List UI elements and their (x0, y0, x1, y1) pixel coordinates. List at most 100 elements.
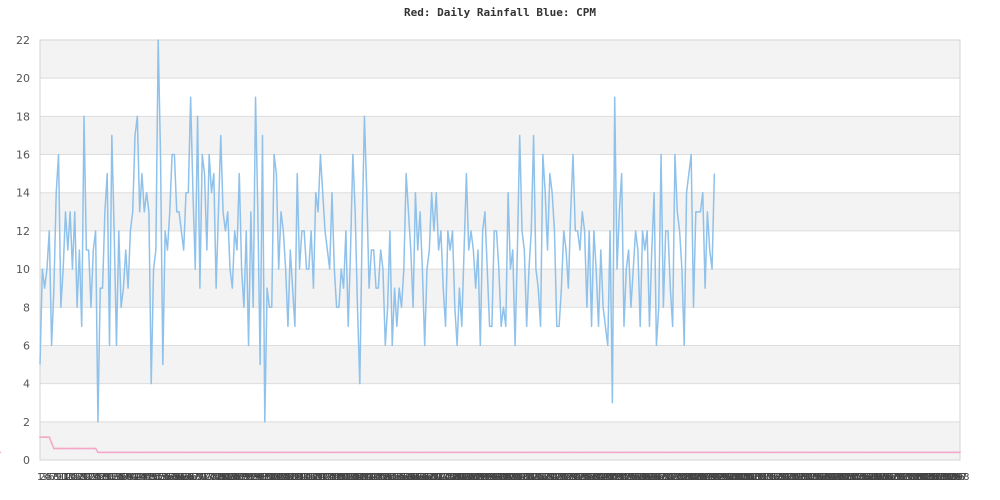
data-point-rainfall (127, 451, 129, 454)
x-tick-label: 270 (654, 472, 673, 483)
data-point-rainfall (796, 451, 799, 454)
x-tick-label: 205 (503, 472, 522, 483)
x-tick-label: 328 (788, 472, 807, 483)
data-point-rainfall (562, 451, 565, 454)
data-point-rainfall (375, 451, 377, 454)
x-tick-label: 179 (443, 472, 462, 483)
y-tick-label: 6 (23, 339, 30, 352)
x-tick-label: 27 (94, 472, 107, 483)
x-tick-label: 260 (631, 472, 650, 483)
x-tick-label: 368 (881, 472, 900, 483)
data-point-rainfall (509, 451, 512, 454)
x-tick-label: 166 (413, 472, 432, 483)
x-tick-label: 135 (341, 472, 360, 483)
data-point-rainfall (850, 451, 852, 454)
x-tick-label: 277 (670, 472, 689, 483)
y-tick-label: 14 (16, 187, 30, 200)
chart-title: Red: Daily Rainfall Blue: CPM (403, 6, 597, 19)
data-point-rainfall (880, 451, 883, 454)
data-point-rainfall (363, 451, 366, 454)
data-point-rainfall (456, 451, 459, 454)
x-tick-label: 34 (110, 472, 123, 483)
x-tick-label: 349 (837, 472, 856, 483)
x-tick-label: 91 (242, 472, 255, 483)
x-tick-label: 273 (661, 472, 680, 483)
x-tick-label: 26 (92, 472, 105, 483)
data-point-rainfall (57, 447, 60, 450)
data-point-rainfall (947, 451, 950, 454)
y-tick-label: 16 (16, 149, 30, 162)
x-tick-label: 293 (707, 472, 726, 483)
x-tick-label: 149 (373, 472, 392, 483)
x-tick-label: 378 (904, 472, 923, 483)
data-point-rainfall (148, 451, 150, 454)
data-point-rainfall (648, 451, 651, 454)
data-point-rainfall (300, 451, 303, 454)
y-tick-label: 10 (16, 263, 30, 276)
data-point-rainfall (537, 451, 540, 454)
data-point-rainfall (764, 451, 767, 454)
data-point-rainfall (303, 451, 306, 454)
x-tick-label: 209 (512, 472, 531, 483)
data-point-rainfall (674, 451, 676, 454)
data-point-rainfall (766, 451, 769, 454)
data-point-rainfall (389, 451, 391, 454)
x-tick-label: 86 (231, 472, 244, 483)
data-point-rainfall (641, 451, 644, 454)
x-tick-label: 48 (143, 472, 156, 483)
x-tick-label: 101 (262, 472, 281, 483)
data-point-rainfall (574, 451, 577, 454)
data-point-rainfall (586, 451, 588, 454)
x-tick-label: 167 (415, 472, 434, 483)
gridlines (40, 39, 960, 461)
x-tick-label: 168 (417, 472, 436, 483)
y-tick-label: 2 (23, 416, 30, 429)
x-tick-label: 174 (431, 472, 450, 483)
x-tick-label: 78 (212, 472, 225, 483)
data-point-rainfall (813, 451, 815, 454)
x-tick-label: 253 (614, 472, 633, 483)
x-tick-label: 117 (299, 472, 318, 483)
x-tick-label: 193 (475, 472, 494, 483)
x-tick-label: 285 (689, 472, 708, 483)
data-point-rainfall (39, 436, 41, 438)
x-tick-label: 57 (163, 472, 176, 483)
x-tick-label: 241 (587, 472, 606, 483)
data-point-rainfall (229, 451, 231, 454)
x-tick-label: 163 (406, 472, 425, 483)
data-point-rainfall (630, 451, 632, 454)
data-point-rainfall (639, 451, 642, 454)
x-tick-label: 289 (698, 472, 717, 483)
data-point-rainfall (713, 451, 716, 454)
x-tick-label: 189 (466, 472, 485, 483)
data-point-rainfall (321, 451, 324, 454)
x-tick-label: 52 (152, 472, 165, 483)
data-point-rainfall (259, 451, 262, 454)
x-tick-label: 176 (436, 472, 455, 483)
x-tick-label: 200 (492, 472, 511, 483)
x-tick-label: 22 (82, 472, 95, 483)
x-tick-label: 36 (115, 472, 128, 483)
x-tick-label: 127 (322, 472, 341, 483)
x-tick-label: 332 (798, 472, 817, 483)
x-tick-label: 186 (459, 472, 478, 483)
data-point-rainfall (539, 451, 542, 454)
x-tick-label: 299 (721, 472, 740, 483)
data-point-rainfall (857, 451, 859, 454)
data-point-rainfall (83, 447, 85, 450)
data-point-rainfall (90, 447, 92, 450)
x-tick-label: 204 (501, 472, 520, 483)
data-point-rainfall (150, 451, 153, 454)
x-tick-label: 25 (89, 472, 102, 483)
x-tick-label: 195 (480, 472, 499, 483)
y-tick-label: 0 (23, 454, 30, 467)
data-point-rainfall (370, 451, 373, 454)
data-point-rainfall (910, 451, 913, 454)
data-point-rainfall (667, 451, 669, 454)
x-tick-label: 347 (832, 472, 851, 483)
data-point-rainfall (249, 451, 252, 454)
data-point-rainfall (699, 451, 702, 454)
x-tick-label: 173 (429, 472, 448, 483)
x-tick-label: 229 (559, 472, 578, 483)
data-point-rainfall (840, 451, 843, 454)
